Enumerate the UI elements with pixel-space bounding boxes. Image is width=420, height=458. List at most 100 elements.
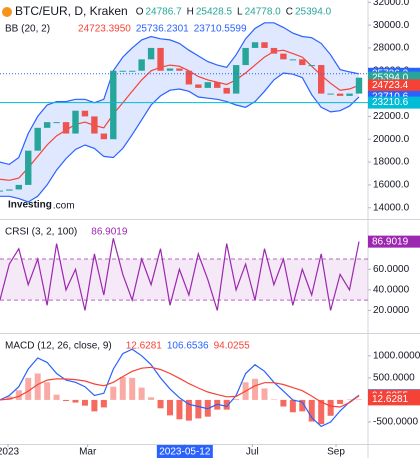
- candle: [72, 110, 79, 134]
- histogram-bar: [100, 399, 107, 408]
- chart-title: BTC/EUR, D, Kraken: [15, 4, 128, 18]
- ohlc-key: L: [237, 7, 243, 18]
- axis-tag-label: 12.6281: [372, 394, 409, 405]
- candle: [270, 47, 278, 54]
- y-tick-label: 20000.0: [373, 134, 410, 145]
- histogram-bar: [195, 399, 202, 419]
- candle: [336, 93, 344, 96]
- histogram-bar: [110, 386, 117, 400]
- legend-value: 23710.5599: [194, 24, 247, 35]
- y-tick-label: 32000.0: [373, 0, 410, 8]
- axis-tag-label: 23210.6: [372, 97, 409, 108]
- candle: [251, 42, 259, 48]
- candle: [15, 184, 22, 190]
- x-tick-label: Jul: [246, 447, 259, 458]
- symbol-icon: [2, 7, 12, 17]
- plot-area: [0, 22, 368, 203]
- ohlc-value: 24786.7: [145, 7, 182, 18]
- histogram-bar: [167, 399, 173, 416]
- axis-tag-label: 24723.4: [372, 80, 409, 91]
- candle: [0, 190, 4, 192]
- histogram-bar: [44, 382, 51, 400]
- histogram-bar: [356, 399, 362, 400]
- candle: [100, 133, 108, 140]
- legend-value: 94.0255: [214, 341, 251, 352]
- candle: [166, 68, 174, 71]
- candle: [176, 68, 183, 71]
- histogram-bar: [25, 377, 32, 400]
- legend-value: 24723.3950: [78, 24, 131, 35]
- axis-tag: [368, 96, 420, 109]
- y-tick-label: 60.0000: [373, 264, 410, 275]
- candle: [204, 82, 211, 88]
- x-tick-label: Sep: [327, 447, 345, 458]
- indicator-title: CRSI (3, 2, 100): [5, 227, 77, 238]
- crosshair-date-tag: [156, 445, 213, 458]
- y-tick-label: 18000.0: [373, 157, 410, 168]
- histogram-bar: [318, 399, 325, 425]
- candle: [261, 42, 268, 48]
- watermark-suffix: .com: [53, 201, 75, 212]
- candle: [355, 77, 363, 94]
- ohlc-key: H: [187, 7, 194, 18]
- candle: [280, 53, 287, 60]
- histogram-bar: [176, 399, 183, 420]
- indicator-title: MACD (12, 26, close, 9): [5, 341, 112, 352]
- y-tick-label: 30000.0: [373, 20, 410, 31]
- histogram-bar: [346, 399, 353, 400]
- y-tick-label: 500.0000: [373, 373, 415, 384]
- histogram-bar: [34, 373, 41, 400]
- histogram-bar: [337, 399, 344, 404]
- candle: [346, 93, 353, 96]
- candle: [223, 87, 230, 94]
- series-line: [0, 366, 360, 408]
- histogram-bar: [270, 399, 277, 400]
- legend-value: 12.6281: [126, 341, 163, 352]
- histogram-bar: [185, 399, 192, 421]
- candle: [91, 116, 98, 134]
- histogram-bar: [91, 399, 98, 412]
- candle: [214, 82, 221, 88]
- axis-tag: [368, 235, 420, 248]
- histogram-bar: [299, 399, 306, 412]
- candle: [242, 47, 249, 66]
- y-tick-label: 28000.0: [373, 43, 410, 54]
- candle: [53, 122, 60, 124]
- candle: [195, 84, 202, 88]
- histogram-bar: [233, 399, 240, 400]
- histogram-bar: [15, 390, 22, 400]
- plot-area: [0, 348, 362, 428]
- y-tick-label: 22000.0: [373, 111, 410, 122]
- x-tick-label: Mar: [79, 447, 97, 458]
- legend-value: 86.9019: [91, 227, 128, 238]
- histogram-bar: [289, 399, 296, 413]
- series-line: [0, 22, 360, 166]
- histogram-bar: [72, 399, 79, 403]
- histogram-bar: [138, 387, 145, 400]
- candle: [25, 150, 32, 185]
- axis-tag: [368, 393, 420, 406]
- histogram-bar: [129, 377, 136, 400]
- band-fill: [0, 22, 359, 202]
- histogram-bar: [157, 399, 164, 409]
- candle: [6, 189, 13, 191]
- histogram-bar: [223, 399, 230, 410]
- candle: [110, 70, 117, 140]
- y-tick-label: 16000.0: [373, 180, 410, 191]
- candle: [308, 65, 315, 67]
- y-tick-label: -500.0000: [373, 417, 418, 428]
- histogram-bar: [119, 376, 126, 400]
- y-tick-label: 20.0000: [373, 305, 410, 316]
- histogram-bar: [6, 396, 13, 400]
- ohlc-key: C: [286, 7, 293, 18]
- plot-area: [0, 238, 368, 311]
- candle: [81, 110, 89, 117]
- histogram-bar: [148, 397, 155, 400]
- histogram-bar: [53, 394, 60, 400]
- y-tick-label: 14000.0: [373, 202, 410, 213]
- x-tick-label: 2023-05-12: [159, 447, 211, 458]
- candle: [138, 59, 145, 71]
- axis-tag: [368, 79, 420, 92]
